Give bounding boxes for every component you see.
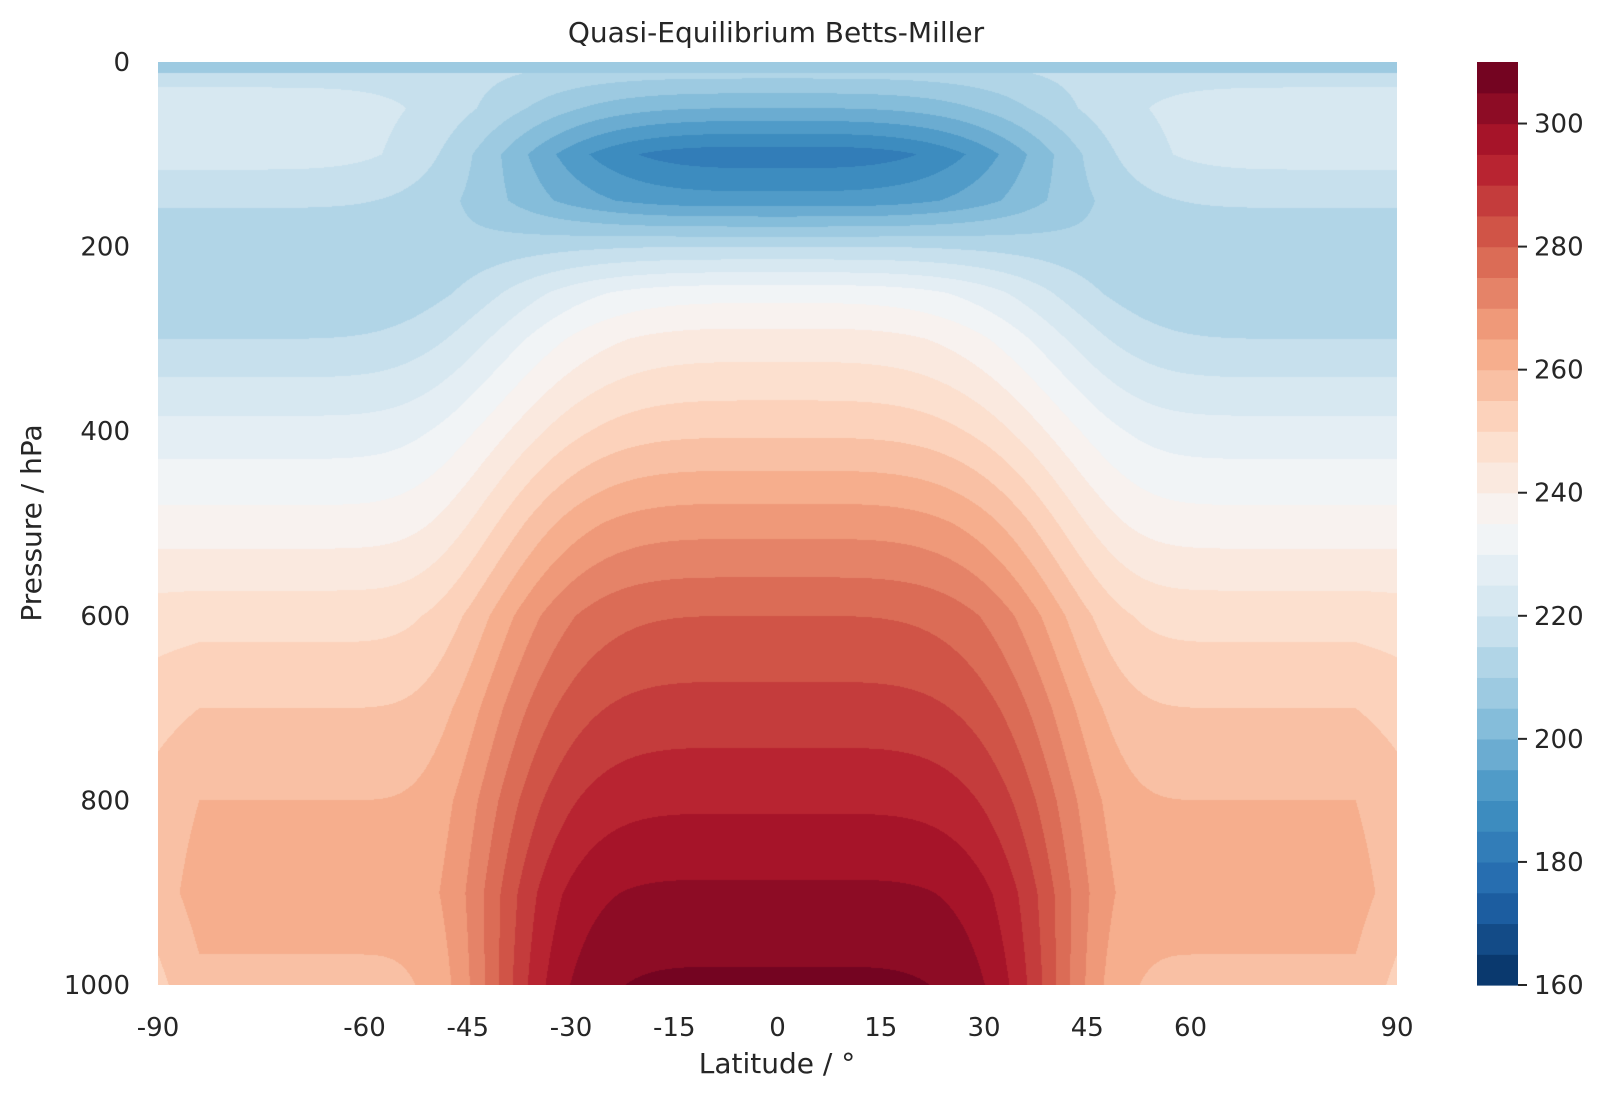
colorbar-segment	[1477, 461, 1518, 494]
x-tick-label: -45	[447, 1013, 489, 1043]
colorbar-segment	[1477, 154, 1518, 186]
colorbar-segment	[1477, 923, 1518, 955]
colorbar-segment	[1477, 585, 1518, 617]
colorbar-segment	[1477, 892, 1518, 925]
y-tick-label: 0	[113, 48, 130, 78]
colorbar-segment	[1477, 954, 1518, 986]
chart-title: Quasi-Equilibrium Betts-Miller	[568, 16, 985, 49]
colorbar-segment	[1477, 861, 1518, 894]
colorbar-segment	[1477, 123, 1518, 155]
colorbar-segment	[1477, 492, 1518, 525]
colorbar-segment	[1477, 92, 1518, 125]
y-tick-label: 800	[80, 786, 130, 816]
y-tick-label: 200	[80, 233, 130, 263]
colorbar-segment	[1477, 369, 1518, 402]
x-tick-label: -90	[137, 1013, 179, 1043]
colorbar-segment	[1477, 554, 1518, 586]
contour-plot-area	[158, 62, 1397, 985]
x-tick-label: 15	[864, 1013, 897, 1043]
colorbar-tick-label: 240	[1534, 479, 1584, 509]
x-tick-label: -15	[653, 1013, 695, 1043]
y-tick-label: 400	[80, 417, 130, 447]
colorbar-segment	[1477, 338, 1518, 371]
colorbar-segment	[1477, 677, 1518, 709]
x-tick-label: 60	[1174, 1013, 1207, 1043]
y-tick-label: 1000	[64, 971, 130, 1001]
x-axis-ticks: -90 -60 -45 -30 -15 0 15 30 45 60 90	[137, 1013, 1414, 1043]
y-axis-label: Pressure / hPa	[15, 424, 48, 621]
x-tick-label: 45	[1071, 1013, 1104, 1043]
x-tick-label: 30	[967, 1013, 1000, 1043]
colorbar-segment	[1477, 800, 1518, 832]
colorbar-segment	[1477, 277, 1518, 309]
colorbar-segment	[1477, 831, 1518, 863]
colorbar-segment	[1477, 738, 1518, 771]
x-tick-label: 90	[1380, 1013, 1413, 1043]
x-axis-label: Latitude / °	[699, 1047, 855, 1080]
colorbar-segment	[1477, 431, 1518, 463]
y-tick-label: 600	[80, 602, 130, 632]
x-tick-label: -30	[550, 1013, 592, 1043]
colorbar-tick-label: 180	[1534, 848, 1584, 878]
colorbar-tick-label: 220	[1534, 602, 1584, 632]
colorbar-segment	[1477, 646, 1518, 678]
colorbar-tick-label: 280	[1534, 233, 1584, 263]
colorbar-tick-label: 260	[1534, 356, 1584, 386]
colorbar-segment	[1477, 185, 1518, 217]
colorbar-tick-label: 200	[1534, 725, 1584, 755]
colorbar-segment	[1477, 523, 1518, 555]
colorbar-segment	[1477, 246, 1518, 278]
colorbar-tick-label: 300	[1534, 110, 1584, 140]
colorbar-segment	[1477, 708, 1518, 740]
colorbar-segment	[1477, 215, 1518, 248]
colorbar-tick-label: 160	[1534, 971, 1584, 1001]
y-axis-ticks: 0 200 400 600 800 1000	[64, 48, 130, 1001]
colorbar: 160 180 200 220 240 260 280 300	[1477, 62, 1584, 1001]
contour-fill	[158, 62, 1397, 985]
colorbar-segment	[1477, 62, 1518, 94]
colorbar-segment	[1477, 308, 1518, 340]
colorbar-segment	[1477, 400, 1518, 432]
x-tick-label: -60	[343, 1013, 385, 1043]
colorbar-segment	[1477, 615, 1518, 648]
x-tick-label: 0	[769, 1013, 786, 1043]
colorbar-segment	[1477, 769, 1518, 801]
